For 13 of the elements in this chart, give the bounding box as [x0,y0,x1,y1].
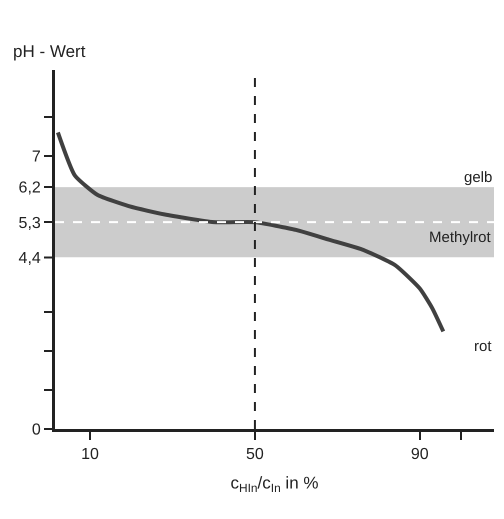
y-tick-label: 6,2 [18,180,41,197]
y-tick-label: 7 [32,148,41,166]
x-tick-label: 50 [246,446,264,464]
y-tick-label: 5,3 [18,214,41,232]
y-tick-label: 0 [32,422,41,439]
x-axis-title: c$_{HIn}$/c$_{In}$ in % [230,474,318,496]
annotation: Methylrot [429,229,492,246]
y-axis-title: pH - Wert [13,42,86,61]
annotation: gelb [464,169,492,186]
y-tick-label: 4,4 [18,250,41,267]
x-tick-label: 90 [410,446,429,464]
annotation: rot [474,338,492,355]
x-tick-label: 10 [81,446,100,464]
